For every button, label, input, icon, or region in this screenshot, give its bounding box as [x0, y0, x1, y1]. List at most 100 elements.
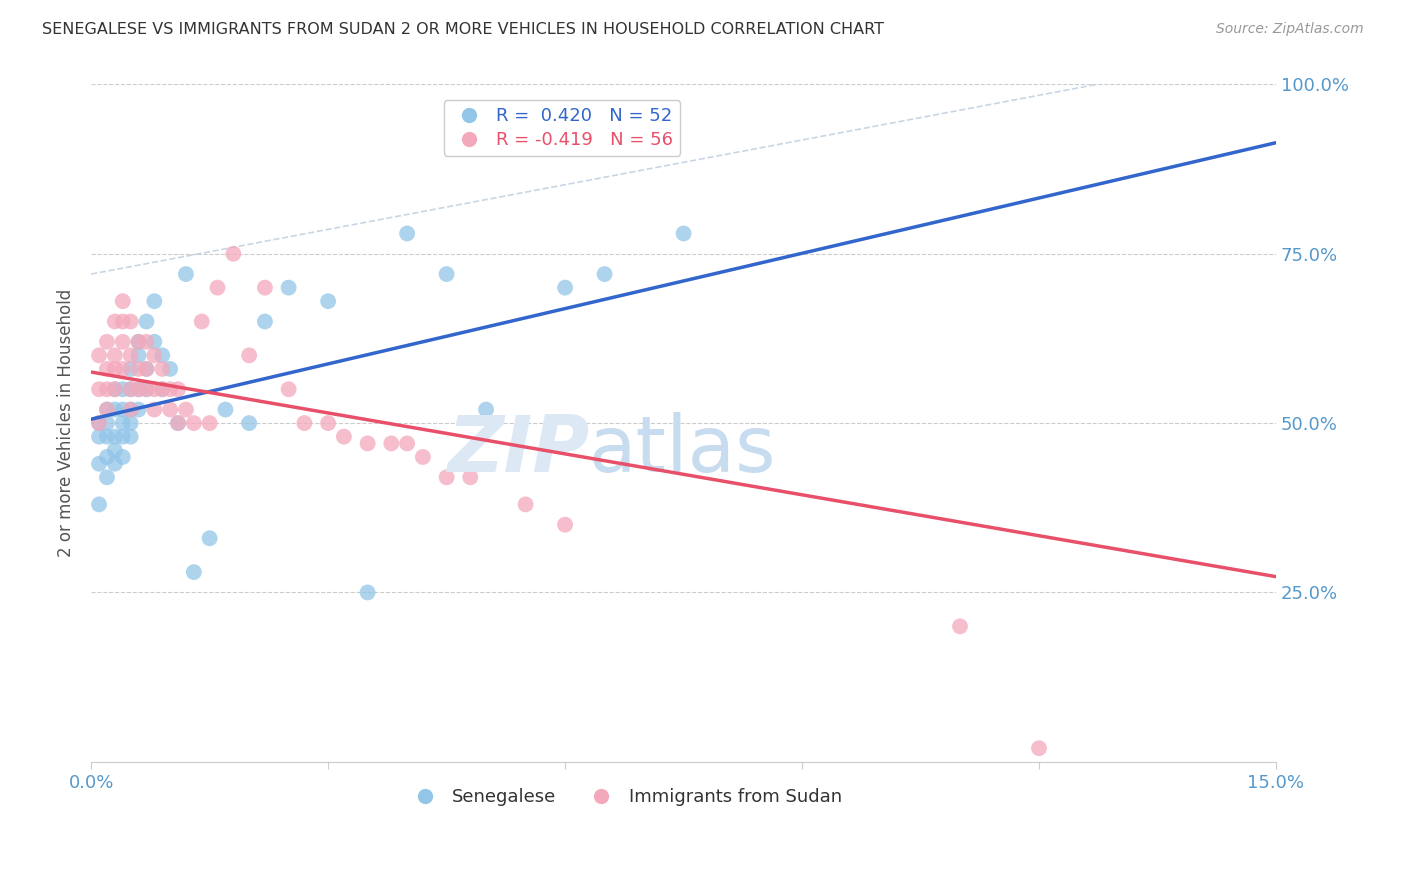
Point — [128, 362, 150, 376]
Point — [159, 362, 181, 376]
Point — [96, 334, 118, 349]
Point — [174, 267, 197, 281]
Point — [515, 497, 537, 511]
Point — [96, 450, 118, 464]
Point — [159, 402, 181, 417]
Point — [111, 450, 134, 464]
Point — [150, 348, 173, 362]
Point — [214, 402, 236, 417]
Point — [436, 267, 458, 281]
Point — [120, 430, 142, 444]
Point — [120, 362, 142, 376]
Point — [111, 382, 134, 396]
Point — [412, 450, 434, 464]
Point — [135, 382, 157, 396]
Point — [396, 436, 419, 450]
Point — [96, 430, 118, 444]
Point — [253, 314, 276, 328]
Point — [120, 416, 142, 430]
Point — [120, 348, 142, 362]
Point — [174, 402, 197, 417]
Point — [222, 246, 245, 260]
Legend: Senegalese, Immigrants from Sudan: Senegalese, Immigrants from Sudan — [399, 781, 849, 814]
Point — [128, 382, 150, 396]
Point — [104, 457, 127, 471]
Point — [135, 334, 157, 349]
Point — [111, 294, 134, 309]
Point — [104, 430, 127, 444]
Point — [128, 348, 150, 362]
Point — [135, 362, 157, 376]
Point — [294, 416, 316, 430]
Point — [87, 416, 110, 430]
Point — [183, 416, 205, 430]
Point — [104, 348, 127, 362]
Point — [96, 416, 118, 430]
Point — [190, 314, 212, 328]
Point — [316, 294, 339, 309]
Point — [135, 362, 157, 376]
Point — [150, 382, 173, 396]
Point — [111, 402, 134, 417]
Point — [554, 517, 576, 532]
Point — [111, 334, 134, 349]
Point — [104, 402, 127, 417]
Point — [167, 416, 190, 430]
Point — [198, 416, 221, 430]
Point — [593, 267, 616, 281]
Point — [277, 382, 299, 396]
Point — [104, 443, 127, 458]
Point — [143, 294, 166, 309]
Point — [458, 470, 481, 484]
Text: atlas: atlas — [589, 412, 776, 488]
Point — [253, 280, 276, 294]
Point — [87, 382, 110, 396]
Y-axis label: 2 or more Vehicles in Household: 2 or more Vehicles in Household — [58, 289, 75, 558]
Point — [120, 402, 142, 417]
Point — [128, 334, 150, 349]
Point — [96, 402, 118, 417]
Point — [150, 382, 173, 396]
Point — [167, 382, 190, 396]
Point — [104, 382, 127, 396]
Point — [96, 470, 118, 484]
Point — [207, 280, 229, 294]
Point — [111, 430, 134, 444]
Point — [238, 348, 260, 362]
Point — [128, 402, 150, 417]
Point — [143, 402, 166, 417]
Point — [159, 382, 181, 396]
Point — [135, 314, 157, 328]
Point — [167, 416, 190, 430]
Point — [277, 280, 299, 294]
Point — [128, 382, 150, 396]
Point — [96, 402, 118, 417]
Point — [1028, 741, 1050, 756]
Text: ZIP: ZIP — [447, 412, 589, 488]
Point — [96, 382, 118, 396]
Point — [87, 348, 110, 362]
Point — [111, 314, 134, 328]
Point — [150, 362, 173, 376]
Point — [949, 619, 972, 633]
Point — [183, 565, 205, 579]
Point — [87, 497, 110, 511]
Point — [554, 280, 576, 294]
Point — [104, 382, 127, 396]
Point — [396, 227, 419, 241]
Point — [672, 227, 695, 241]
Point — [135, 382, 157, 396]
Point — [316, 416, 339, 430]
Point — [111, 362, 134, 376]
Point — [198, 531, 221, 545]
Point — [128, 334, 150, 349]
Text: Source: ZipAtlas.com: Source: ZipAtlas.com — [1216, 22, 1364, 37]
Point — [120, 402, 142, 417]
Point — [87, 416, 110, 430]
Point — [143, 348, 166, 362]
Point — [143, 334, 166, 349]
Point — [356, 436, 378, 450]
Text: SENEGALESE VS IMMIGRANTS FROM SUDAN 2 OR MORE VEHICLES IN HOUSEHOLD CORRELATION : SENEGALESE VS IMMIGRANTS FROM SUDAN 2 OR… — [42, 22, 884, 37]
Point — [475, 402, 498, 417]
Point — [436, 470, 458, 484]
